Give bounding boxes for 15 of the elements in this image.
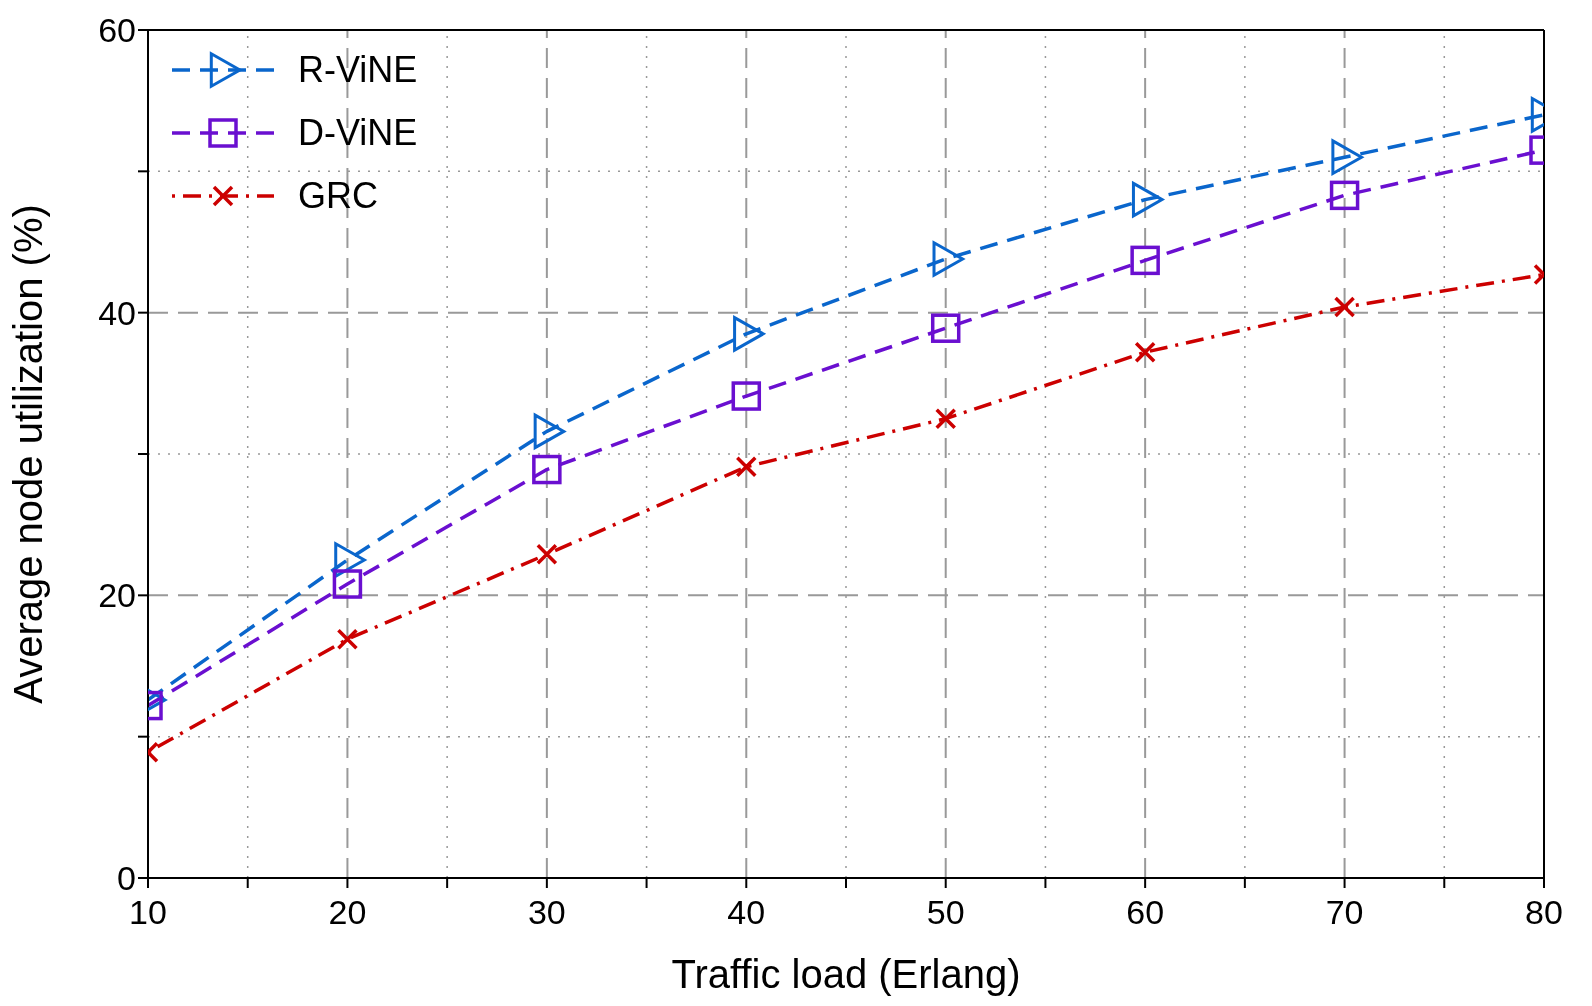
x-tick-label: 80 [1525, 893, 1563, 932]
x-tick-label: 70 [1325, 893, 1364, 932]
x-tick-label: 60 [1126, 893, 1165, 932]
legend-label: D-ViNE [298, 111, 418, 154]
legend-label: GRC [298, 174, 378, 217]
x-tick-label: 30 [527, 893, 566, 932]
y-axis-title: Average node utilization (%) [6, 204, 51, 704]
y-tick-label: 20 [98, 576, 136, 615]
y-tick-label: 60 [98, 11, 136, 50]
y-tick-label: 40 [98, 293, 136, 332]
legend-label: R-ViNE [298, 48, 418, 91]
x-axis-title: Traffic load (Erlang) [671, 952, 1021, 996]
x-tick-label: 50 [926, 893, 965, 932]
x-tick-label: 20 [328, 893, 367, 932]
x-tick-label: 40 [727, 893, 766, 932]
